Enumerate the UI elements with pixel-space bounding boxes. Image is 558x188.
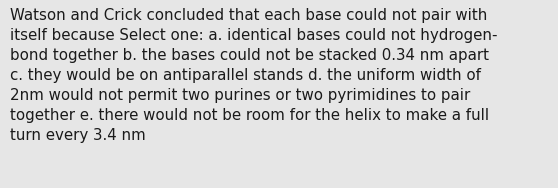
Text: Watson and Crick concluded that each base could not pair with
itself because Sel: Watson and Crick concluded that each bas…: [10, 8, 498, 143]
